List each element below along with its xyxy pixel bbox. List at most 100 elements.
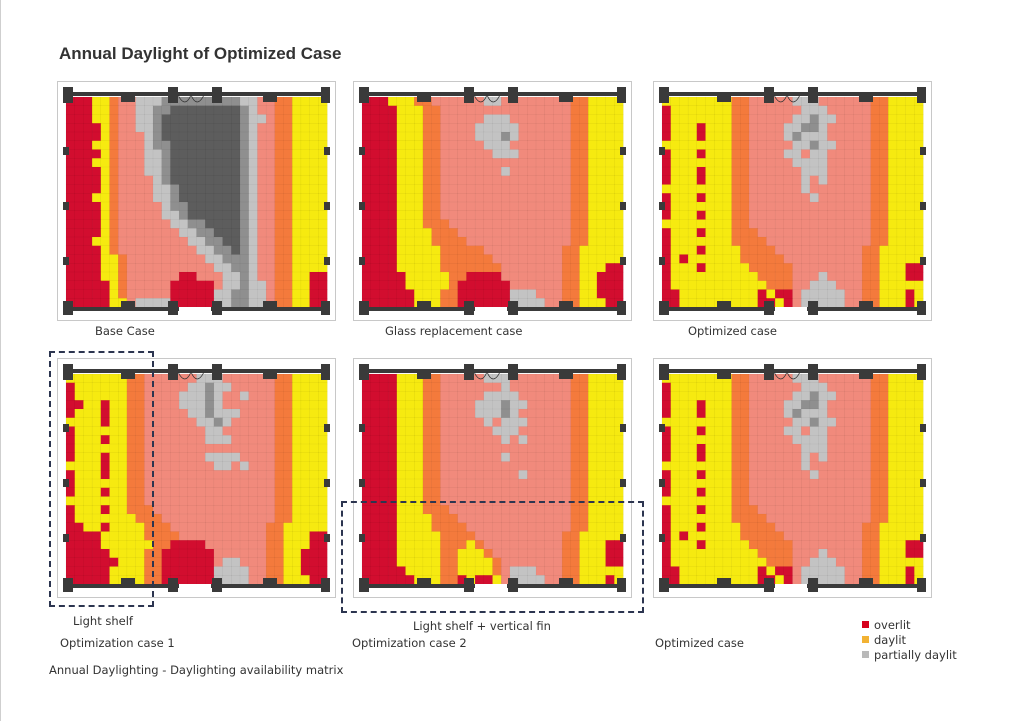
- heatmap-cell: [748, 140, 759, 150]
- heatmap-cell: [274, 271, 284, 282]
- heatmap-cell: [766, 140, 776, 150]
- heatmap-cell: [870, 123, 880, 133]
- heatmap-cell: [213, 123, 224, 133]
- heatmap-cell: [809, 219, 820, 229]
- heatmap-cell: [370, 236, 380, 247]
- heatmap-cell: [748, 470, 759, 480]
- heatmap-cell: [318, 228, 328, 238]
- heatmap-cell: [757, 193, 767, 203]
- side-pier: [63, 534, 69, 542]
- heatmap-cell: [774, 298, 785, 308]
- heatmap-cell: [466, 149, 476, 159]
- heatmap-cell: [696, 435, 706, 445]
- heatmap-cell: [318, 513, 328, 524]
- heatmap-cell: [579, 96, 589, 107]
- heatmap-cell: [661, 400, 672, 410]
- heatmap-cell: [570, 400, 580, 410]
- heatmap-cell: [535, 123, 546, 133]
- heatmap-cell: [274, 391, 284, 401]
- door-swing: [177, 370, 205, 380]
- heatmap-cell: [783, 140, 793, 150]
- heatmap-cell: [740, 566, 750, 576]
- heatmap-cell: [466, 245, 476, 255]
- heatmap-cell: [722, 271, 733, 282]
- heatmap-cell: [509, 175, 520, 185]
- heatmap-cell: [818, 400, 828, 410]
- heatmap-cell: [126, 254, 137, 264]
- heatmap-cell: [605, 391, 615, 401]
- heatmap-cell: [161, 496, 171, 506]
- heatmap-cell: [492, 435, 502, 445]
- heatmap-cell: [809, 123, 820, 133]
- heatmap-cell: [827, 236, 837, 247]
- heatmap-cell: [879, 531, 889, 541]
- heatmap-cell: [257, 271, 267, 282]
- heatmap-cell: [757, 531, 767, 541]
- pier: [121, 578, 135, 588]
- heatmap-cell: [579, 123, 589, 133]
- heatmap-cell: [318, 487, 328, 497]
- heatmap-cell: [144, 219, 154, 229]
- heatmap-cell: [740, 96, 750, 107]
- heatmap-cell: [501, 210, 511, 220]
- heatmap-cell: [474, 114, 485, 124]
- annotation-light-shelf: Light shelf: [73, 614, 133, 628]
- heatmap-cell: [65, 271, 76, 282]
- heatmap-cell: [535, 435, 546, 445]
- heatmap-cell: [722, 540, 733, 550]
- heatmap-cell: [809, 391, 820, 401]
- heatmap-cell: [818, 470, 828, 480]
- door-swing: [473, 93, 501, 103]
- heatmap-cell: [222, 289, 232, 299]
- heatmap-cell: [152, 193, 163, 203]
- heatmap-cell: [861, 158, 872, 168]
- heatmap-cell: [265, 470, 276, 480]
- heatmap-cell: [292, 391, 302, 401]
- heatmap-cell: [100, 263, 110, 273]
- heatmap-cell: [135, 298, 145, 308]
- heatmap-cell: [83, 280, 93, 290]
- heatmap-cell: [774, 461, 785, 471]
- heatmap-cell: [414, 184, 424, 194]
- heatmap-cell: [292, 417, 302, 427]
- heatmap-cell: [265, 513, 276, 524]
- heatmap-cell: [161, 184, 171, 194]
- heatmap-cell: [535, 461, 546, 471]
- heatmap-cell: [361, 470, 372, 480]
- heatmap-cell: [405, 435, 415, 445]
- heatmap-cell: [553, 271, 563, 282]
- heatmap-cell: [126, 280, 137, 290]
- heatmap-cell: [396, 470, 406, 480]
- heatmap-cell: [300, 228, 311, 238]
- heatmap-cell: [265, 461, 276, 471]
- heatmap-cell: [414, 271, 424, 282]
- heatmap-cell: [714, 271, 724, 282]
- heatmap-cell: [588, 131, 598, 142]
- heatmap-cell: [748, 487, 759, 497]
- heatmap-cell: [879, 557, 889, 567]
- heatmap-cell: [705, 175, 715, 185]
- heatmap-cell: [835, 461, 846, 471]
- heatmap-cell: [896, 496, 907, 506]
- heatmap-cell: [74, 158, 84, 168]
- heatmap-cell: [827, 400, 837, 410]
- heatmap-cell: [670, 298, 680, 308]
- heatmap-cell: [535, 228, 546, 238]
- heatmap-cell: [161, 105, 171, 115]
- heatmap-cell: [474, 487, 485, 497]
- heatmap-cell: [387, 280, 398, 290]
- heatmap-cell: [170, 236, 180, 247]
- heatmap-cell: [896, 522, 907, 532]
- heatmap-cell: [414, 382, 424, 392]
- heatmap-cell: [135, 158, 145, 168]
- heatmap-cell: [222, 149, 232, 159]
- legend-item-daylit: daylit: [862, 632, 957, 647]
- heatmap-cell: [205, 123, 215, 133]
- heatmap-cell: [213, 201, 224, 212]
- heatmap-cell: [265, 426, 276, 436]
- heatmap-cell: [544, 298, 554, 308]
- heatmap-cell: [431, 280, 441, 290]
- heatmap-cell: [774, 289, 785, 299]
- heatmap-cell: [239, 435, 250, 445]
- heatmap-cell: [213, 443, 224, 454]
